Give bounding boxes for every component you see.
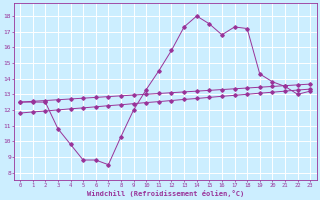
X-axis label: Windchill (Refroidissement éolien,°C): Windchill (Refroidissement éolien,°C) [86, 190, 244, 197]
